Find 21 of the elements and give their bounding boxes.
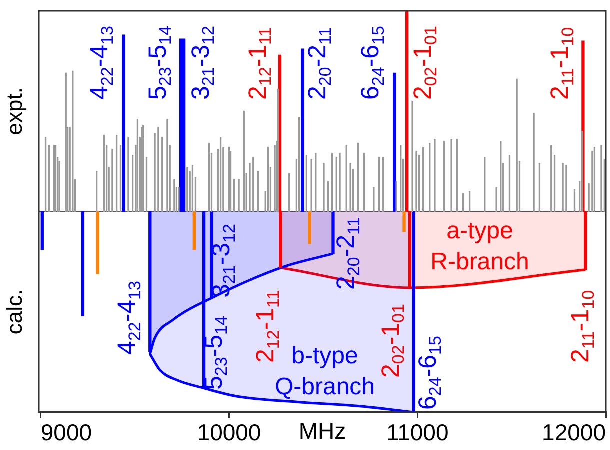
text: 211-110 [566, 290, 598, 363]
text: 211-110 [546, 27, 578, 100]
text: 624-615 [414, 336, 446, 410]
x-tick-label: 12000 [542, 420, 606, 446]
x-tick-label: 9000 [40, 420, 92, 446]
text: 220-211 [332, 217, 364, 290]
text: 202-101 [376, 304, 408, 378]
text: 202-101 [408, 26, 440, 100]
text: 321-312 [186, 26, 218, 100]
text: 523-514 [144, 26, 176, 100]
text: 212-111 [244, 27, 276, 100]
series-label: a-type R-branch [430, 218, 530, 276]
text: 422-413 [113, 281, 144, 355]
x-axis-title: MHz [298, 418, 346, 444]
text: 624-615 [356, 26, 388, 100]
x-tick-label: 11000 [386, 420, 449, 446]
text: calc. [2, 289, 28, 335]
x-tick-label: 10000 [197, 420, 262, 446]
text: 220-211 [304, 27, 335, 100]
text: expt. [2, 87, 28, 136]
text: 422-413 [86, 26, 117, 100]
